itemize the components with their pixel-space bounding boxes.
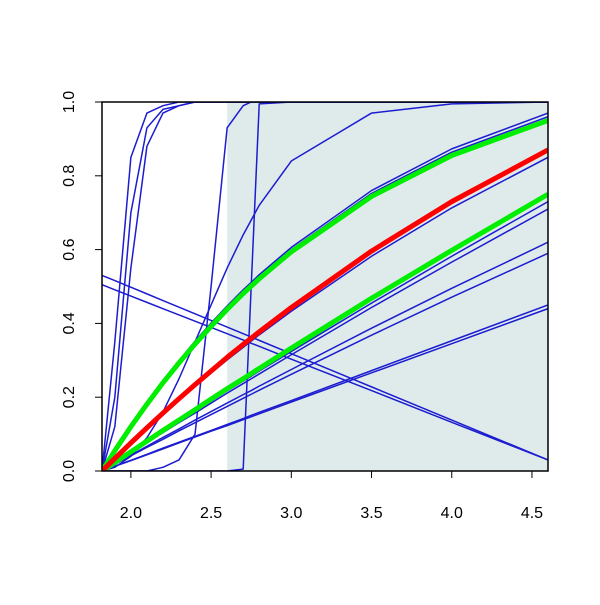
x-tick-label: 3.0: [280, 505, 302, 522]
x-tick-label: 3.5: [360, 505, 382, 522]
line: [102, 102, 548, 471]
axes: 2.0 2.5 3.0 3.5 4.0 4.5 0.0 0.2 0.4 0.6 0.8 1.0: [61, 91, 549, 522]
line: [102, 252, 548, 471]
line: [102, 102, 548, 471]
line: [102, 192, 548, 471]
y-tick-label: 0.2: [61, 386, 78, 408]
line: [102, 307, 548, 471]
plot-area: [102, 102, 548, 471]
y-tick-label: 0.4: [61, 312, 78, 334]
line: [102, 274, 548, 461]
y-tick-label: 0.8: [61, 165, 78, 187]
y-tick-label: 1.0: [61, 91, 78, 113]
y-tick-label: 0.0: [61, 460, 78, 482]
y-tick-label: 0.6: [61, 238, 78, 260]
x-tick-label: 4.0: [441, 505, 463, 522]
x-tick-label: 2.5: [200, 505, 222, 522]
x-tick-label: 2.0: [120, 505, 142, 522]
line: [102, 102, 548, 471]
line: [102, 147, 548, 471]
line: [102, 283, 548, 461]
line: [102, 102, 548, 471]
plot-frame: [101, 101, 549, 472]
line: [102, 241, 548, 471]
x-tick-label: 4.5: [521, 505, 543, 522]
line: [102, 118, 548, 471]
